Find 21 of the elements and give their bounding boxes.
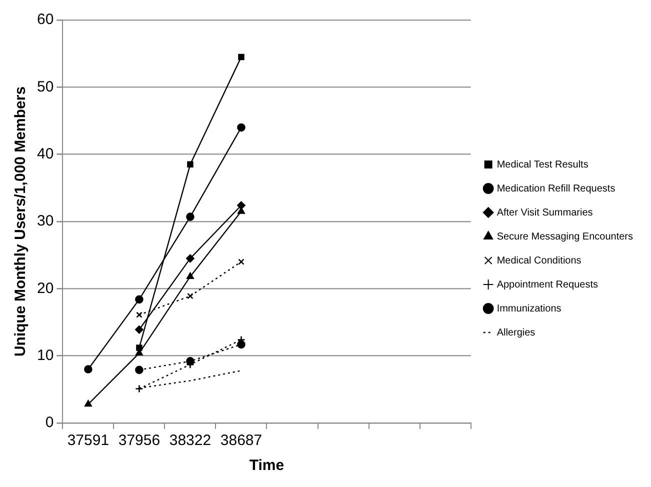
legend-label: Allergies	[496, 327, 536, 338]
legend-label: Appointment Requests	[496, 279, 598, 290]
legend-label: Immunizations	[496, 303, 562, 314]
x-tick-label: 37956	[118, 432, 160, 450]
x-tick-label: 37591	[67, 432, 110, 450]
legend-label: Medical Conditions	[496, 255, 582, 266]
y-axis-title: Unique Monthly Users/1,000 Members	[12, 86, 30, 357]
y-tick-label: 30	[36, 212, 54, 230]
y-tick-label: 0	[45, 414, 54, 432]
y-tick-label: 20	[36, 280, 54, 297]
legend-label: Medication Refill Requests	[496, 183, 616, 194]
y-tick-label: 10	[36, 346, 54, 364]
y-tick-label: 50	[36, 78, 54, 96]
x-tick-label: 38687	[220, 432, 262, 450]
x-tick-label: 38322	[169, 432, 212, 450]
y-tick-label: 40	[36, 145, 54, 162]
x-axis-title: Time	[249, 457, 284, 474]
y-tick-label: 60	[36, 11, 54, 28]
legend-label: Secure Messaging Encounters	[496, 231, 633, 242]
legend-label: Medical Test Results	[496, 159, 588, 170]
legend-label: After Visit Summaries	[496, 207, 593, 218]
